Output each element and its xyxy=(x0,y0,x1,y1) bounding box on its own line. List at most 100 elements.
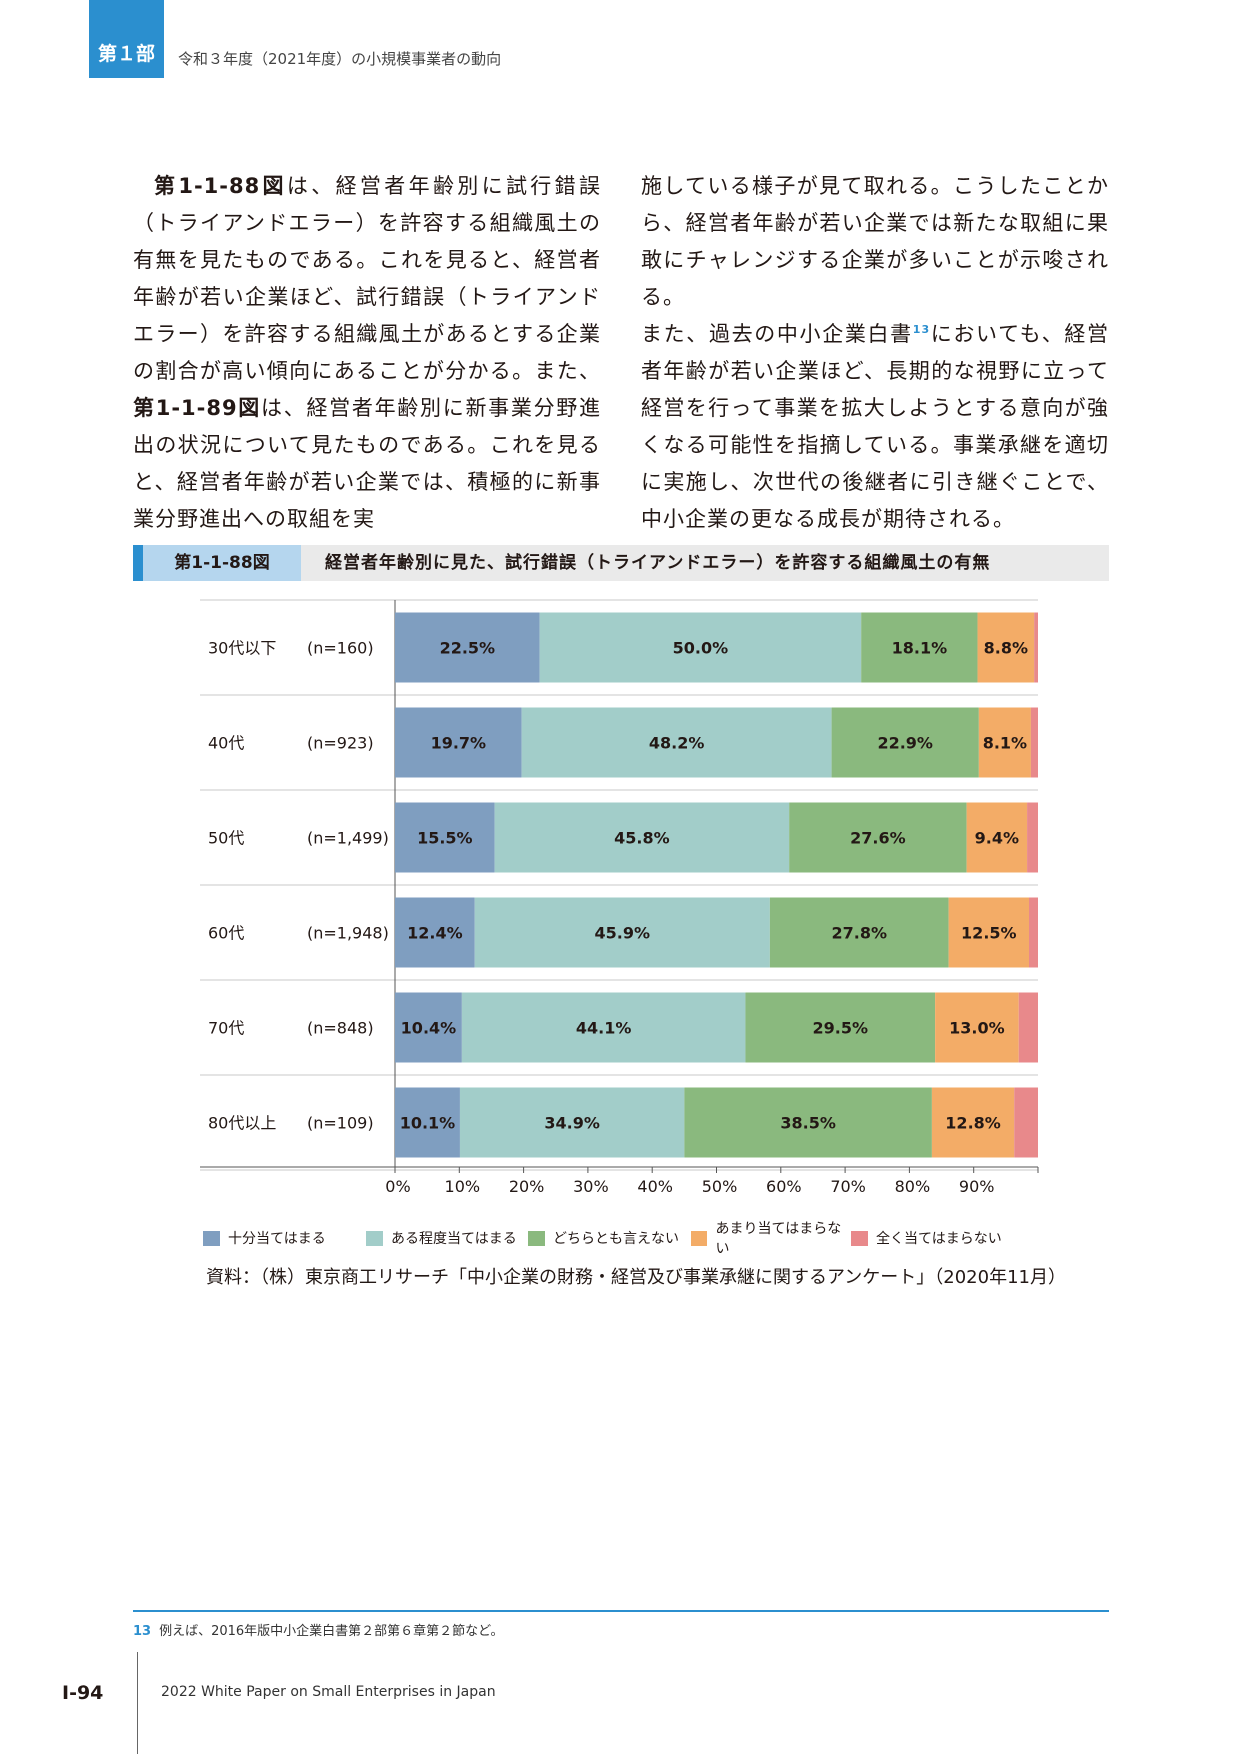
legend-swatch xyxy=(203,1230,220,1246)
footnote-rule xyxy=(133,1610,1109,1612)
body-text-segment: においても、経営者年齢が若い企業ほど、長期的な視野に立って経営を行って事業を拡大… xyxy=(641,322,1109,531)
data-label: 22.5% xyxy=(440,639,496,658)
category-label: 60代 xyxy=(208,924,244,943)
legend-item: 全く当てはまらない xyxy=(851,1218,1011,1258)
legend-item: どちらとも言えない xyxy=(528,1218,691,1258)
bar-segment xyxy=(1027,802,1038,873)
chart-legend: 十分当てはまる ある程度当てはまる どちらとも言えない あまり当てはまらない 全く当ては… xyxy=(203,1218,1011,1258)
x-tick-label: 70% xyxy=(830,1177,866,1196)
figure-title: 経営者年齢別に見た、試行錯誤（トライアンドエラー）を許容する組織風土の有無 xyxy=(325,553,991,573)
body-text-left: 第1-1-88図は、経営者年齢別に試行錯誤（トライアンドエラー）を許容する組織風… xyxy=(133,168,601,538)
sample-size-label: (n=109) xyxy=(307,1114,374,1133)
bar-segment xyxy=(769,897,949,968)
page-number: I-94 xyxy=(62,1682,104,1704)
sample-size-label: (n=1,948) xyxy=(307,924,389,943)
footnote-number: 13 xyxy=(133,1624,152,1639)
data-label: 8.1% xyxy=(983,734,1027,753)
bar-segment xyxy=(461,992,746,1063)
bar-segment xyxy=(1014,1087,1038,1158)
legend-label: ある程度当てはまる xyxy=(391,1231,517,1247)
footnote-text: 例えば、2016年版中小企業白書第２部第６章第２節など。 xyxy=(159,1624,504,1639)
bar-segment xyxy=(395,992,462,1063)
bar-segment xyxy=(539,612,862,683)
sample-size-label: (n=1,499) xyxy=(307,829,389,848)
body-text-segment: また、過去の中小企業白書 xyxy=(641,322,913,346)
bar-segment xyxy=(977,612,1035,683)
legend-swatch xyxy=(851,1230,868,1246)
legend-item: 十分当てはまる xyxy=(203,1218,366,1258)
data-label: 13.0% xyxy=(949,1019,1005,1038)
data-label: 12.8% xyxy=(945,1114,1001,1133)
body-text-segment: は、経営者年齢別に新事業分野進出の状況について見たものである。これを見ると、経営… xyxy=(133,396,602,531)
running-header: 令和３年度（2021年度）の小規模事業者の動向 xyxy=(178,50,502,68)
data-label: 18.1% xyxy=(892,639,948,658)
sample-size-label: (n=923) xyxy=(307,734,374,753)
bar-segment xyxy=(684,1087,932,1158)
x-tick-label: 90% xyxy=(959,1177,995,1196)
figure-number: 第1-1-88図 xyxy=(143,545,301,581)
data-label: 8.8% xyxy=(984,639,1028,658)
bar-segment xyxy=(789,802,967,873)
x-tick-label: 20% xyxy=(509,1177,545,1196)
part-tab: 第１部 xyxy=(89,0,164,78)
bar-segment xyxy=(521,707,832,778)
sample-size-label: (n=160) xyxy=(307,639,374,658)
legend-label: あまり当てはまらない xyxy=(715,1221,842,1257)
footnote: 13 例えば、2016年版中小企業白書第２部第６章第２節など。 xyxy=(133,1620,504,1639)
bar-segment xyxy=(831,707,979,778)
bar-segment xyxy=(948,897,1029,968)
data-label: 45.9% xyxy=(595,924,651,943)
legend-item: あまり当てはまらない xyxy=(691,1218,851,1258)
fig-ref-88: 第1-1-88図 xyxy=(154,174,287,198)
x-tick-label: 80% xyxy=(895,1177,931,1196)
bar-segment xyxy=(1034,612,1038,683)
data-label: 34.9% xyxy=(544,1114,600,1133)
body-text-right: 施している様子が見て取れる。こうしたことから、経営者年齢が若い企業では新たな取組… xyxy=(641,168,1109,538)
x-tick-label: 0% xyxy=(385,1177,410,1196)
legend-label: 全く当てはまらない xyxy=(876,1231,1002,1247)
bar-segment xyxy=(966,802,1028,873)
sample-size-label: (n=848) xyxy=(307,1019,374,1038)
x-tick-label: 10% xyxy=(445,1177,481,1196)
source-note: 資料：（株）東京商工リサーチ「中小企業の財務・経営及び事業承継に関するアンケート… xyxy=(206,1267,1066,1288)
data-label: 22.9% xyxy=(877,734,933,753)
data-label: 44.1% xyxy=(576,1019,632,1038)
bar-segment xyxy=(745,992,936,1063)
data-label: 12.5% xyxy=(961,924,1017,943)
bar-segment xyxy=(395,707,522,778)
publication-title: 2022 White Paper on Small Enterprises in… xyxy=(161,1684,496,1700)
data-label: 27.6% xyxy=(850,829,906,848)
legend-swatch xyxy=(528,1230,545,1246)
data-label: 9.4% xyxy=(975,829,1019,848)
data-label: 29.5% xyxy=(813,1019,869,1038)
stacked-bar-chart: 30代以下 (n=160) 22.5% 50.0% 18.1% 8.8% 40代 (n=923… xyxy=(200,599,1039,1196)
category-label: 80代以上 xyxy=(208,1114,276,1133)
bar-segment xyxy=(1028,897,1038,968)
data-label: 10.4% xyxy=(401,1019,457,1038)
figure-heading: 第1-1-88図 経営者年齢別に見た、試行錯誤（トライアンドエラー）を許容する組… xyxy=(133,545,1109,581)
fig-ref-89: 第1-1-89図 xyxy=(133,396,262,420)
paragraph: 施している様子が見て取れる。こうしたことから、経営者年齢が若い企業では新たな取組… xyxy=(641,174,1109,309)
data-label: 10.1% xyxy=(400,1114,456,1133)
x-tick-label: 50% xyxy=(702,1177,738,1196)
data-label: 19.7% xyxy=(431,734,487,753)
bar-segment xyxy=(978,707,1031,778)
bar-segment xyxy=(395,1087,460,1158)
data-label: 38.5% xyxy=(780,1114,836,1133)
bar-segment xyxy=(931,1087,1015,1158)
data-label: 48.2% xyxy=(649,734,705,753)
legend-swatch xyxy=(691,1230,708,1246)
data-label: 45.8% xyxy=(614,829,670,848)
bar-segment xyxy=(1030,707,1038,778)
bar-segment xyxy=(1018,992,1038,1063)
footer-divider xyxy=(137,1652,138,1754)
bar-segment xyxy=(861,612,978,683)
legend-label: 十分当てはまる xyxy=(228,1231,326,1247)
category-label: 30代以下 xyxy=(208,639,276,658)
bar-segment xyxy=(494,802,790,873)
bar-segment xyxy=(395,802,495,873)
data-label: 50.0% xyxy=(673,639,729,658)
data-label: 27.8% xyxy=(831,924,887,943)
footnote-ref[interactable]: 13 xyxy=(912,323,931,336)
category-label: 40代 xyxy=(208,734,244,753)
